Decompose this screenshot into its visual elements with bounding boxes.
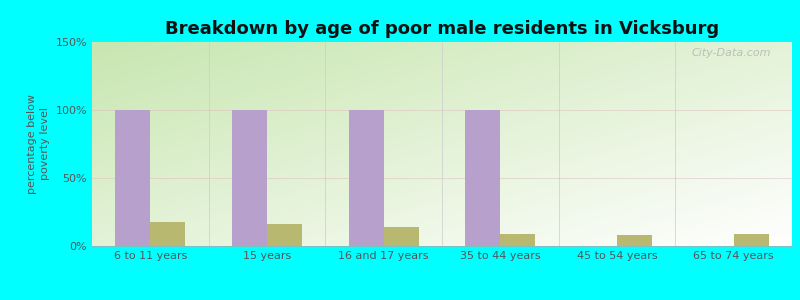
Bar: [349, 110, 384, 246]
Bar: [115, 110, 150, 246]
Bar: [734, 234, 769, 246]
Bar: [267, 224, 302, 246]
Bar: [617, 235, 652, 246]
Y-axis label: percentage below
poverty level: percentage below poverty level: [26, 94, 50, 194]
Bar: [232, 110, 267, 246]
Title: Breakdown by age of poor male residents in Vicksburg: Breakdown by age of poor male residents …: [165, 20, 719, 38]
Bar: [384, 227, 418, 246]
Bar: [466, 110, 500, 246]
Bar: [150, 221, 186, 246]
Bar: [500, 234, 535, 246]
Text: City-Data.com: City-Data.com: [691, 48, 771, 58]
